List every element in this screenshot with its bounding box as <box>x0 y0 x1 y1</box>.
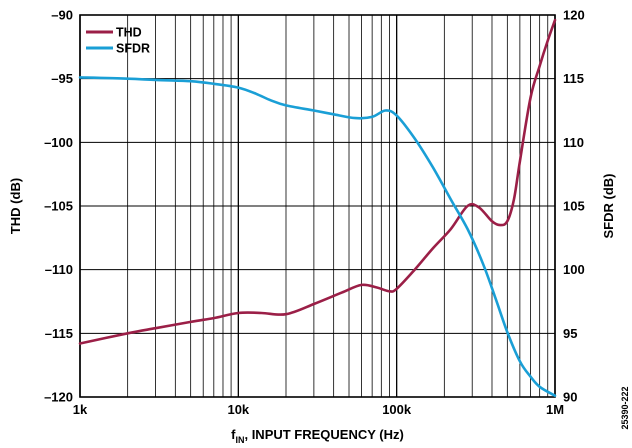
y-axis-label-right: SFDR (dB) <box>601 174 616 239</box>
y-tick-label-right: 95 <box>563 326 577 341</box>
y-tick-label-left: –115 <box>45 326 73 341</box>
y-tick-label-right: 115 <box>563 71 584 86</box>
y-axis-label-left: THD (dB) <box>8 178 23 234</box>
y-tick-label-right: 90 <box>563 390 577 405</box>
x-axis-label-main: f <box>231 427 236 442</box>
x-axis-label-subscript: IN <box>235 435 244 445</box>
series-layer <box>78 18 557 397</box>
y-tick-label-left: –90 <box>51 8 73 23</box>
figure-id: 25390-222 <box>620 386 630 429</box>
legend-label-thd: THD <box>116 26 142 40</box>
y-tick-label-left: –110 <box>45 262 73 277</box>
y-tick-label-right: 105 <box>563 199 585 214</box>
series-line-sfdr <box>78 76 557 397</box>
x-tick-label: 10k <box>227 402 249 417</box>
grid <box>79 14 556 398</box>
y-tick-label-right: 100 <box>563 262 585 277</box>
y-tick-label-left: –120 <box>44 390 73 405</box>
series-line-thd <box>78 18 557 345</box>
x-tick-label: 1M <box>546 402 564 417</box>
x-axis-label: fIN, INPUT FREQUENCY (Hz) <box>231 427 404 445</box>
x-tick-label: 100k <box>382 402 412 417</box>
y-tick-label-left: –100 <box>44 135 73 150</box>
y-tick-label-left: –95 <box>51 71 73 86</box>
y-tick-label-right: 110 <box>563 135 584 150</box>
legend-label-sfdr: SFDR <box>116 42 150 56</box>
tick-labels: 1k 10k 100k 1M –90 –95 –100 –105 –110 –115 –120 120… <box>44 8 585 418</box>
x-tick-label: 1k <box>73 402 88 417</box>
y-tick-label-right: 120 <box>563 8 585 23</box>
y-tick-label-left: –105 <box>44 199 73 214</box>
plot-frame <box>79 14 556 398</box>
legend: THD SFDR <box>86 26 150 56</box>
x-axis-label-rest: , INPUT FREQUENCY (Hz) <box>244 427 403 442</box>
